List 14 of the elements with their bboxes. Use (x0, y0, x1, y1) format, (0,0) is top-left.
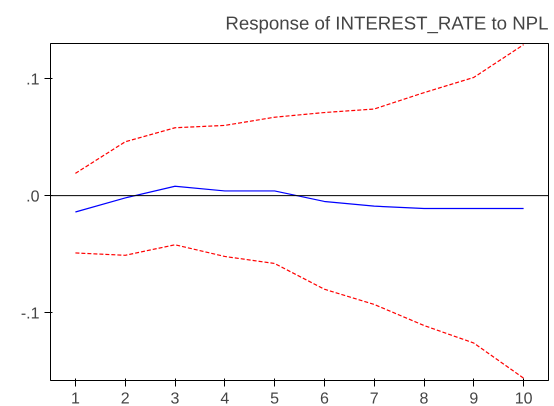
x-tick-label: 10 (514, 390, 533, 406)
x-tick-label: 7 (370, 390, 379, 406)
x-tick-label: 9 (469, 390, 478, 406)
x-tick-label: 8 (420, 390, 429, 406)
y-tick-label: .0 (26, 188, 40, 206)
y-tick-label: .1 (26, 72, 40, 89)
x-tick-label: 6 (320, 390, 329, 406)
x-tick-label: 4 (220, 390, 230, 406)
y-tick-label: -.1 (20, 306, 40, 323)
x-tick-label: 1 (70, 390, 80, 406)
x-tick-label: 3 (170, 390, 180, 406)
x-tick-label: 5 (270, 390, 280, 406)
x-tick-label: 2 (120, 390, 130, 406)
chart-title: Response of INTEREST_RATE to NPL (225, 12, 549, 34)
